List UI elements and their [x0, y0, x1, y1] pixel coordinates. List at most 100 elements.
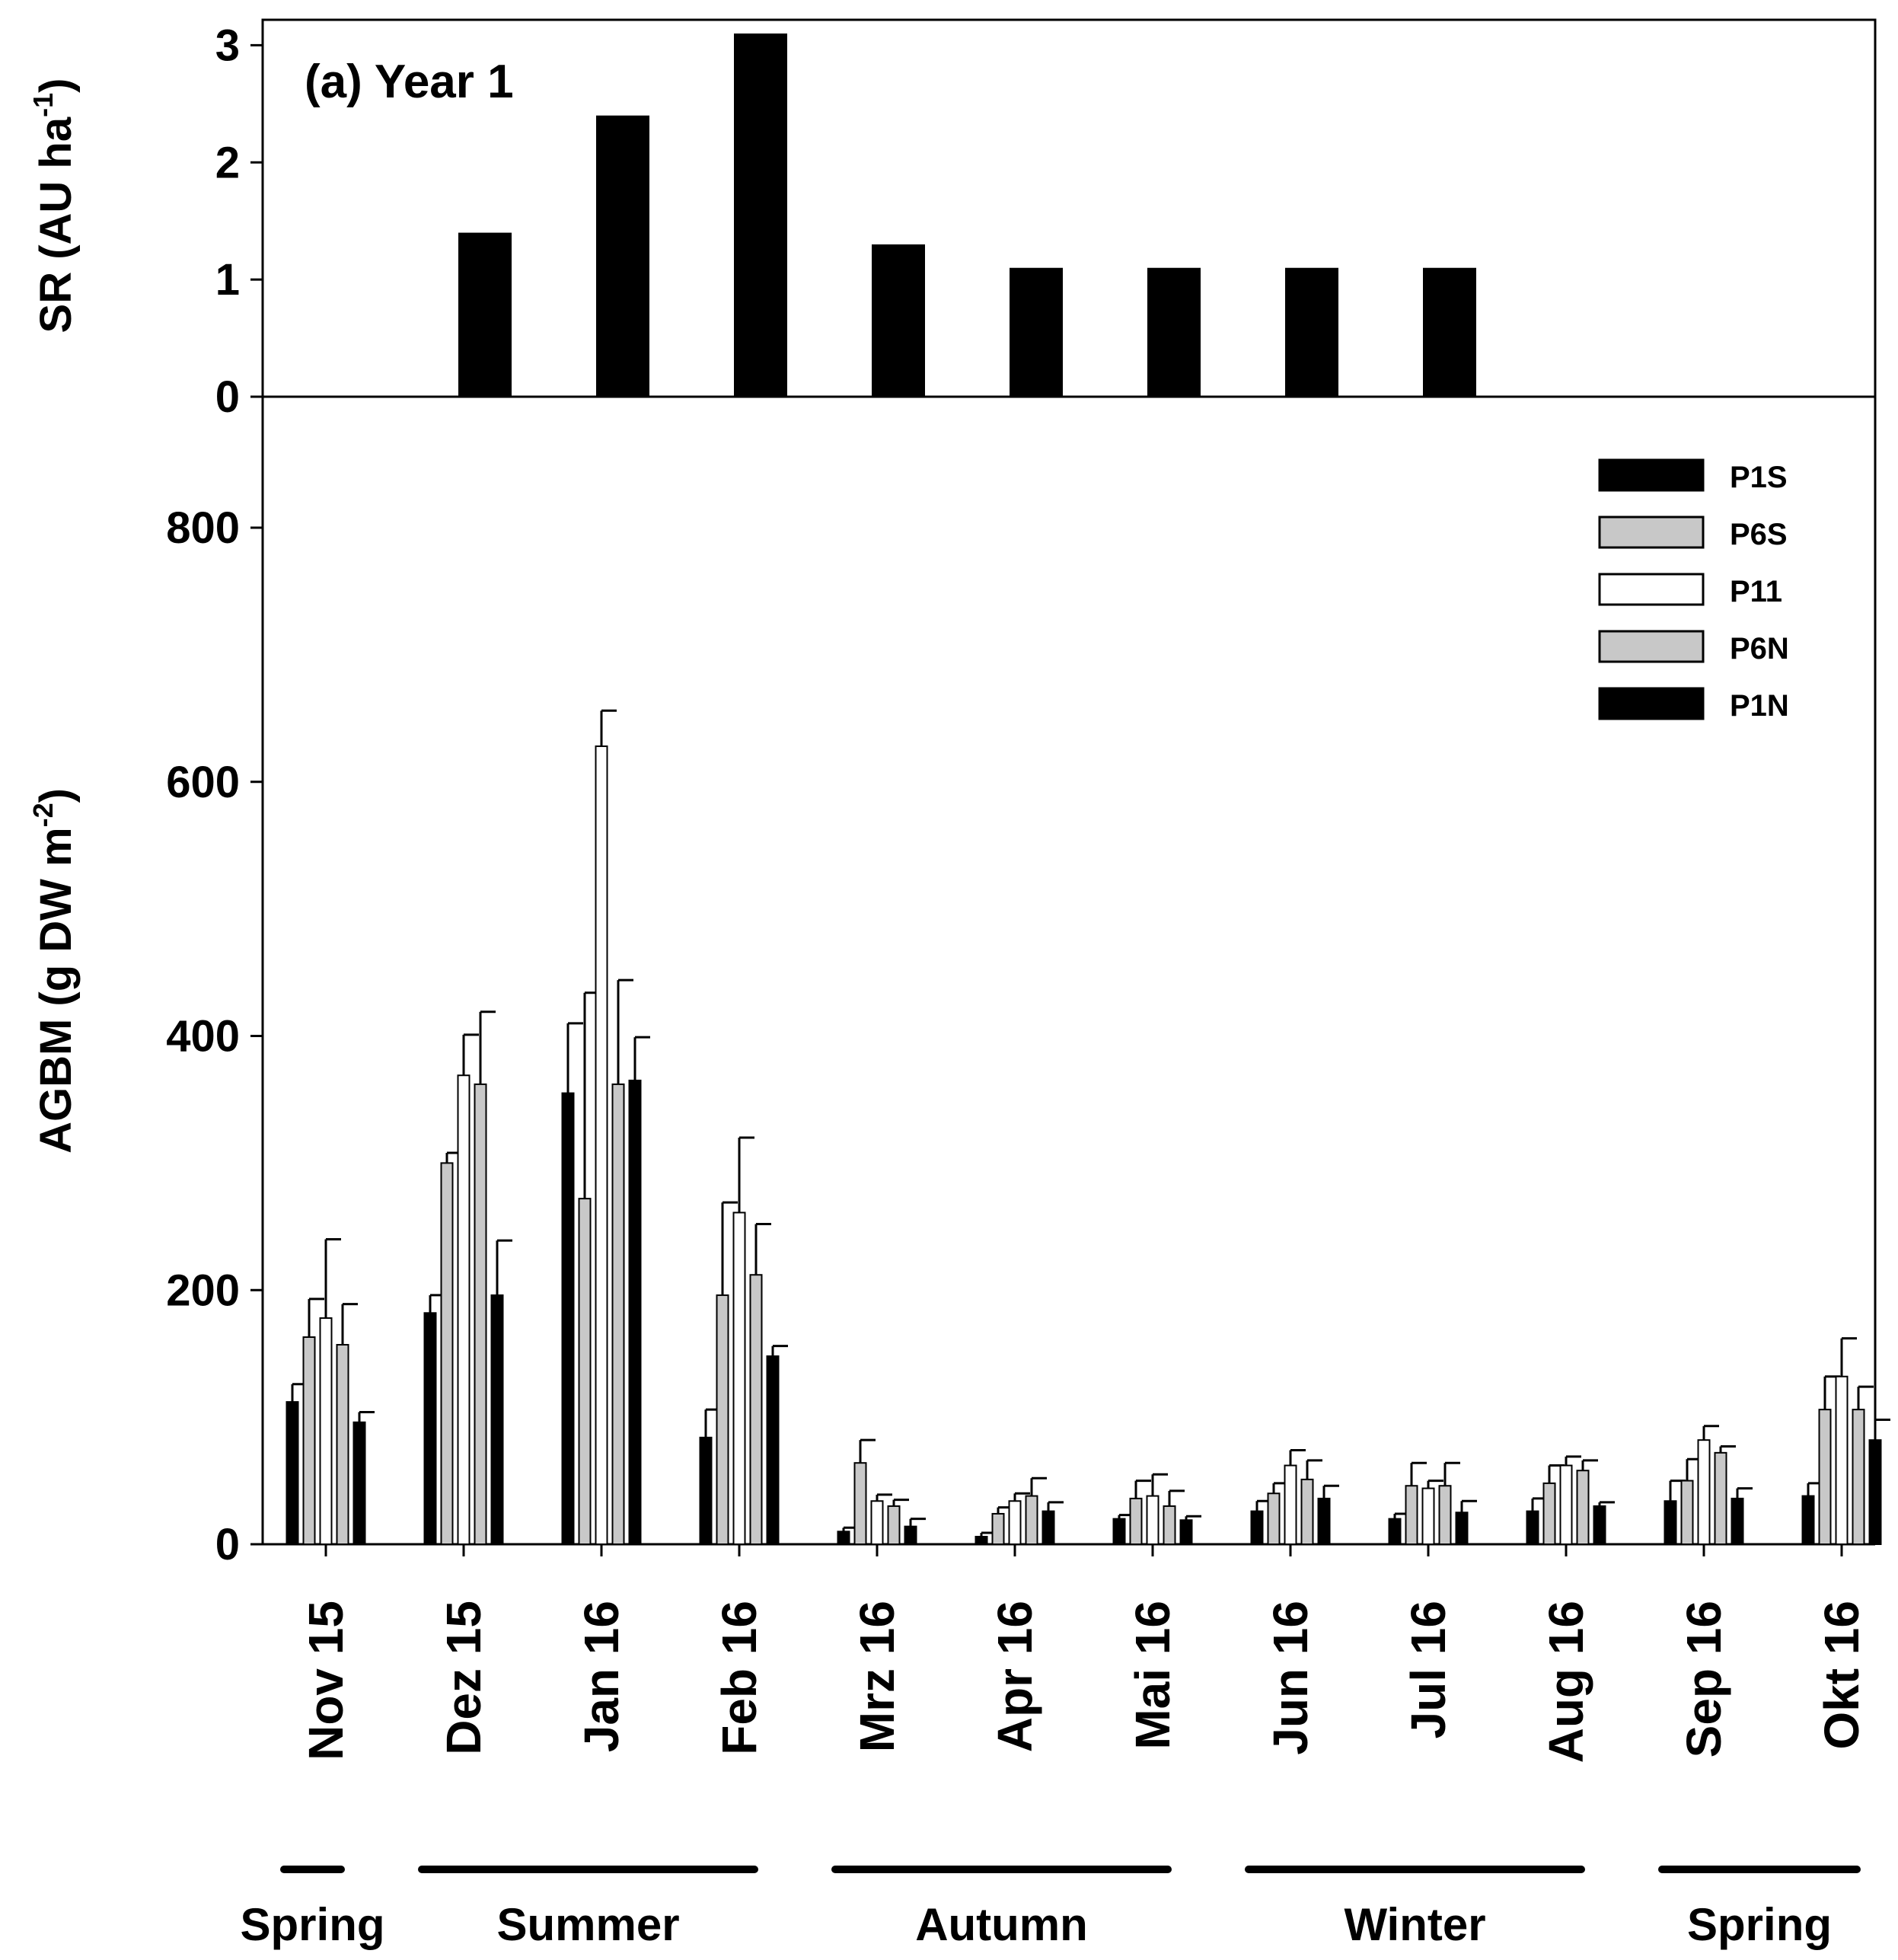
season-label: Summer [496, 1899, 679, 1950]
month-label: Dez 15 [436, 1601, 491, 1755]
season-labels: Spring Summer Autumn Winter Spring [241, 1866, 1861, 1950]
agbm-bar-P6S [1818, 1409, 1832, 1546]
agbm-y-axis: 0 200 400 600 800 [166, 503, 263, 1569]
agbm-y-tick-label: 400 [166, 1012, 240, 1061]
sr-panel: (a) Year 1 0 1 2 3 SR (AU ha-1) [27, 18, 1877, 422]
agbm-bar-P6S [1680, 1480, 1694, 1545]
month-label: Okt 16 [1814, 1601, 1869, 1750]
legend-label-P1S: P1S [1730, 461, 1788, 494]
sr-y-tick-label: 2 [215, 138, 240, 187]
agbm-y-axis-title: AGBM (g DW m-2) [27, 788, 81, 1154]
agbm-bar-P11 [457, 1074, 471, 1545]
agbm-bar-P6S [440, 1162, 454, 1545]
agbm-bar-P1N [1042, 1510, 1055, 1546]
legend-label-P1N: P1N [1730, 689, 1789, 723]
agbm-y-tick-label: 600 [166, 758, 240, 807]
agbm-y-tick-label: 800 [166, 503, 240, 553]
sr-bar [1423, 267, 1476, 397]
agbm-bar-P6N [1438, 1485, 1452, 1546]
agbm-bar-P11 [1835, 1375, 1849, 1545]
agbm-bar-P6S [1405, 1485, 1418, 1546]
agbm-bar-P6N [1163, 1505, 1176, 1545]
agbm-bar-P1N [1731, 1497, 1744, 1546]
agbm-bars [285, 709, 1890, 1546]
month-label: Jun 16 [1263, 1601, 1318, 1755]
legend-swatch-P1S [1598, 458, 1705, 492]
agbm-bar-P1N [628, 1079, 642, 1545]
sr-y-axis: 0 1 2 3 [215, 21, 263, 422]
legend-label-P11: P11 [1730, 575, 1782, 608]
month-label: Mai 16 [1125, 1601, 1180, 1750]
agbm-bar-P1N [1868, 1439, 1882, 1545]
agbm-y-tick-label: 200 [166, 1266, 240, 1315]
month-label: Nov 15 [298, 1601, 353, 1760]
agbm-bar-P6N [1025, 1495, 1038, 1546]
panel-label: (a) Year 1 [305, 56, 514, 108]
agbm-bar-P6N [887, 1505, 901, 1545]
agbm-bar-P6S [716, 1294, 729, 1546]
agbm-bar-P6N [1714, 1451, 1727, 1545]
agbm-bar-P6S [1542, 1482, 1556, 1546]
sr-bars [458, 34, 1476, 397]
agbm-bar-P1S [1250, 1510, 1264, 1546]
sr-y-axis-title: SR (AU ha-1) [27, 78, 81, 334]
sr-bar [1285, 267, 1338, 397]
agbm-bar-P11 [1559, 1464, 1573, 1545]
agbm-bar-P1S [1526, 1510, 1539, 1546]
legend-swatch-P6S [1598, 516, 1705, 549]
agbm-bar-P1N [352, 1421, 366, 1546]
agbm-bar-P1N [1179, 1519, 1193, 1545]
month-label: Mrz 16 [850, 1601, 904, 1752]
agbm-bar-P6S [1267, 1492, 1281, 1545]
agbm-bar-P6S [302, 1336, 316, 1546]
agbm-bar-P11 [1284, 1464, 1297, 1545]
agbm-bar-P6N [474, 1083, 487, 1545]
sr-bar [734, 34, 787, 397]
agbm-bar-P11 [1421, 1487, 1435, 1545]
agbm-y-tick-label: 0 [215, 1520, 240, 1569]
agbm-bar-P6S [853, 1462, 867, 1545]
agbm-bar-P1N [904, 1525, 917, 1545]
agbm-bar-P1N [490, 1294, 504, 1546]
agbm-bar-P6S [578, 1198, 592, 1545]
sr-y-tick-label: 1 [215, 255, 240, 305]
agbm-bar-P11 [870, 1500, 884, 1545]
season-label: Autumn [915, 1899, 1088, 1950]
sr-plot-frame [261, 18, 1877, 398]
agbm-bar-P1S [1801, 1495, 1815, 1546]
agbm-bar-P1N [766, 1355, 780, 1546]
agbm-bar-P11 [732, 1211, 746, 1546]
month-label: Jul 16 [1401, 1601, 1456, 1738]
agbm-bar-P1S [561, 1092, 575, 1545]
legend-swatch-P6N [1598, 630, 1705, 663]
sr-bar [458, 232, 512, 397]
month-label: Sep 16 [1676, 1601, 1731, 1757]
agbm-x-axis: Nov 15 Dez 15 Jan 16 Feb 16 Mrz 16 Apr 16 Mai … [298, 1544, 1869, 1763]
sr-y-tick-label: 3 [215, 21, 240, 70]
legend-label-P6N: P6N [1730, 632, 1789, 666]
legend-swatch-P1N [1598, 687, 1705, 720]
season-label: Winter [1344, 1899, 1485, 1950]
sr-bar [872, 244, 925, 397]
agbm-bar-P6N [611, 1083, 625, 1545]
agbm-bar-P6S [1129, 1497, 1143, 1546]
agbm-bar-P6N [1300, 1478, 1314, 1546]
month-label: Feb 16 [712, 1601, 767, 1755]
agbm-bar-P6N [336, 1344, 349, 1545]
agbm-bar-P6N [1852, 1409, 1865, 1546]
agbm-bar-P1S [1388, 1518, 1402, 1545]
agbm-bar-P1S [1112, 1518, 1126, 1545]
agbm-bar-P1N [1455, 1511, 1469, 1545]
agbm-bar-P1N [1593, 1505, 1606, 1545]
agbm-bar-P1N [1317, 1497, 1331, 1546]
agbm-bar-P6S [991, 1512, 1005, 1545]
agbm-panel: 0 200 400 600 800 Nov 15 Dez 15 Jan 16 Feb 16 Mr… [27, 397, 1890, 1950]
agbm-bar-P1S [423, 1312, 437, 1545]
month-label: Jan 16 [574, 1601, 629, 1752]
agbm-bar-P1S [699, 1436, 713, 1545]
agbm-bar-P11 [319, 1317, 333, 1546]
season-label: Spring [241, 1899, 385, 1950]
month-label: Apr 16 [987, 1601, 1042, 1752]
agbm-bar-P1S [285, 1401, 299, 1545]
